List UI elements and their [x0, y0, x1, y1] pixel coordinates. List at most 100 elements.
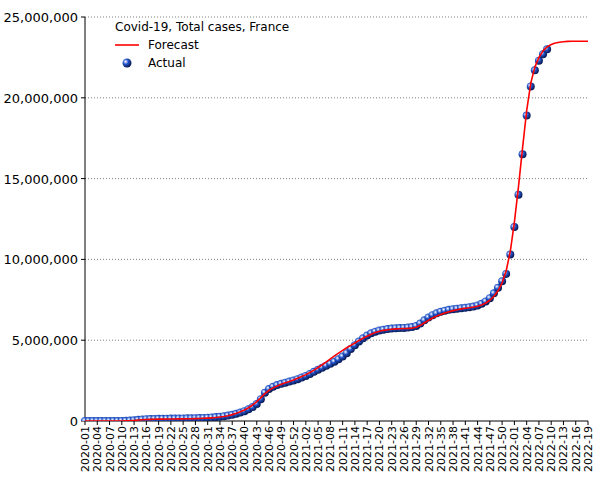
y-tick: [81, 259, 85, 260]
x-tick: [305, 421, 306, 425]
x-tick-label: 2020-52: [288, 426, 301, 472]
x-tick-label: 2021-26: [398, 426, 411, 472]
x-tick-label: 2020-01: [79, 426, 92, 472]
x-tick: [563, 421, 564, 425]
x-tick-label: 2020-49: [275, 426, 288, 472]
x-tick: [256, 421, 257, 425]
x-tick-label: 2022-01: [508, 426, 521, 472]
y-tick: [81, 97, 85, 98]
x-tick: [318, 421, 319, 425]
x-tick-label: 2020-13: [128, 426, 141, 472]
x-tick-label: 2020-31: [202, 426, 215, 472]
x-tick: [526, 421, 527, 425]
x-tick: [379, 421, 380, 425]
x-tick-label: 2021-44: [472, 426, 485, 472]
y-tick-label: 10,000,000: [4, 252, 78, 267]
x-tick: [502, 421, 503, 425]
x-tick-label: 2021-23: [386, 426, 399, 472]
x-tick-label: 2021-02: [300, 426, 313, 472]
x-tick-label: 2021-32: [423, 426, 436, 472]
legend-label: Actual: [148, 56, 186, 70]
x-tick: [134, 421, 135, 425]
x-tick-label: 2021-14: [349, 426, 362, 472]
forecast-line: [85, 41, 588, 421]
x-tick: [158, 421, 159, 425]
y-tick-label: 25,000,000: [4, 10, 78, 25]
x-tick: [453, 421, 454, 425]
x-tick: [85, 421, 86, 425]
x-tick: [403, 421, 404, 425]
grid-line: [85, 259, 588, 260]
x-tick-label: 2022-10: [545, 426, 558, 472]
legend-line: [115, 44, 139, 46]
x-tick: [146, 421, 147, 425]
x-tick-label: 2022-04: [521, 426, 534, 472]
x-tick-label: 2020-16: [140, 426, 153, 472]
x-tick-label: 2021-47: [484, 426, 497, 472]
x-tick-label: 2020-28: [189, 426, 202, 472]
x-tick-label: 2021-20: [373, 426, 386, 472]
grid-line: [85, 178, 588, 179]
y-tick-label: 20,000,000: [4, 91, 78, 106]
x-tick: [367, 421, 368, 425]
grid-line: [85, 97, 588, 98]
x-tick: [342, 421, 343, 425]
x-tick: [97, 421, 98, 425]
x-tick: [293, 421, 294, 425]
x-tick: [330, 421, 331, 425]
x-tick-label: 2021-38: [447, 426, 460, 472]
legend-marker: [123, 59, 132, 68]
y-tick: [81, 340, 85, 341]
x-tick: [281, 421, 282, 425]
x-tick: [121, 421, 122, 425]
x-tick: [551, 421, 552, 425]
y-tick: [81, 178, 85, 179]
x-tick: [489, 421, 490, 425]
x-tick-label: 2021-50: [496, 426, 509, 472]
x-tick-label: 2020-22: [165, 426, 178, 472]
x-tick-label: 2020-07: [104, 426, 117, 472]
y-tick-label: 5,000,000: [12, 333, 78, 348]
x-tick: [477, 421, 478, 425]
x-tick: [428, 421, 429, 425]
x-tick: [391, 421, 392, 425]
x-tick-label: 2020-37: [226, 426, 239, 472]
legend-label: Forecast: [148, 38, 199, 52]
x-tick: [269, 421, 270, 425]
x-tick: [109, 421, 110, 425]
x-tick-label: 2020-10: [116, 426, 129, 472]
x-tick-label: 2020-43: [251, 426, 264, 472]
x-tick-label: 2021-29: [410, 426, 423, 472]
x-tick: [538, 421, 539, 425]
x-tick-label: 2022-07: [533, 426, 546, 472]
x-tick: [170, 421, 171, 425]
x-tick-label: 2020-19: [153, 426, 166, 472]
chart: 05,000,00010,000,00015,000,00020,000,000…: [0, 0, 605, 480]
x-tick: [588, 421, 589, 425]
grid-line: [85, 340, 588, 341]
x-tick: [232, 421, 233, 425]
x-tick: [440, 421, 441, 425]
x-tick: [354, 421, 355, 425]
x-tick: [465, 421, 466, 425]
x-tick: [244, 421, 245, 425]
x-tick-label: 2021-05: [312, 426, 325, 472]
x-tick: [195, 421, 196, 425]
x-tick-label: 2022-16: [570, 426, 583, 472]
x-tick-label: 2021-08: [324, 426, 337, 472]
x-tick-label: 2020-34: [214, 426, 227, 472]
plot-area: [81, 41, 588, 421]
grid-line: [85, 17, 588, 18]
chart-title: Covid-19, Total cases, France: [115, 20, 289, 34]
x-tick: [416, 421, 417, 425]
x-tick-label: 2020-46: [263, 426, 276, 472]
x-tick-label: 2021-17: [361, 426, 374, 472]
x-tick-label: 2020-04: [91, 426, 104, 472]
x-tick-label: 2020-40: [238, 426, 251, 472]
x-tick: [575, 421, 576, 425]
x-tick-label: 2021-11: [337, 426, 350, 472]
x-tick: [219, 421, 220, 425]
x-tick-label: 2022-13: [557, 426, 570, 472]
y-tick-label: 15,000,000: [4, 172, 78, 187]
x-tick-label: 2021-41: [459, 426, 472, 472]
